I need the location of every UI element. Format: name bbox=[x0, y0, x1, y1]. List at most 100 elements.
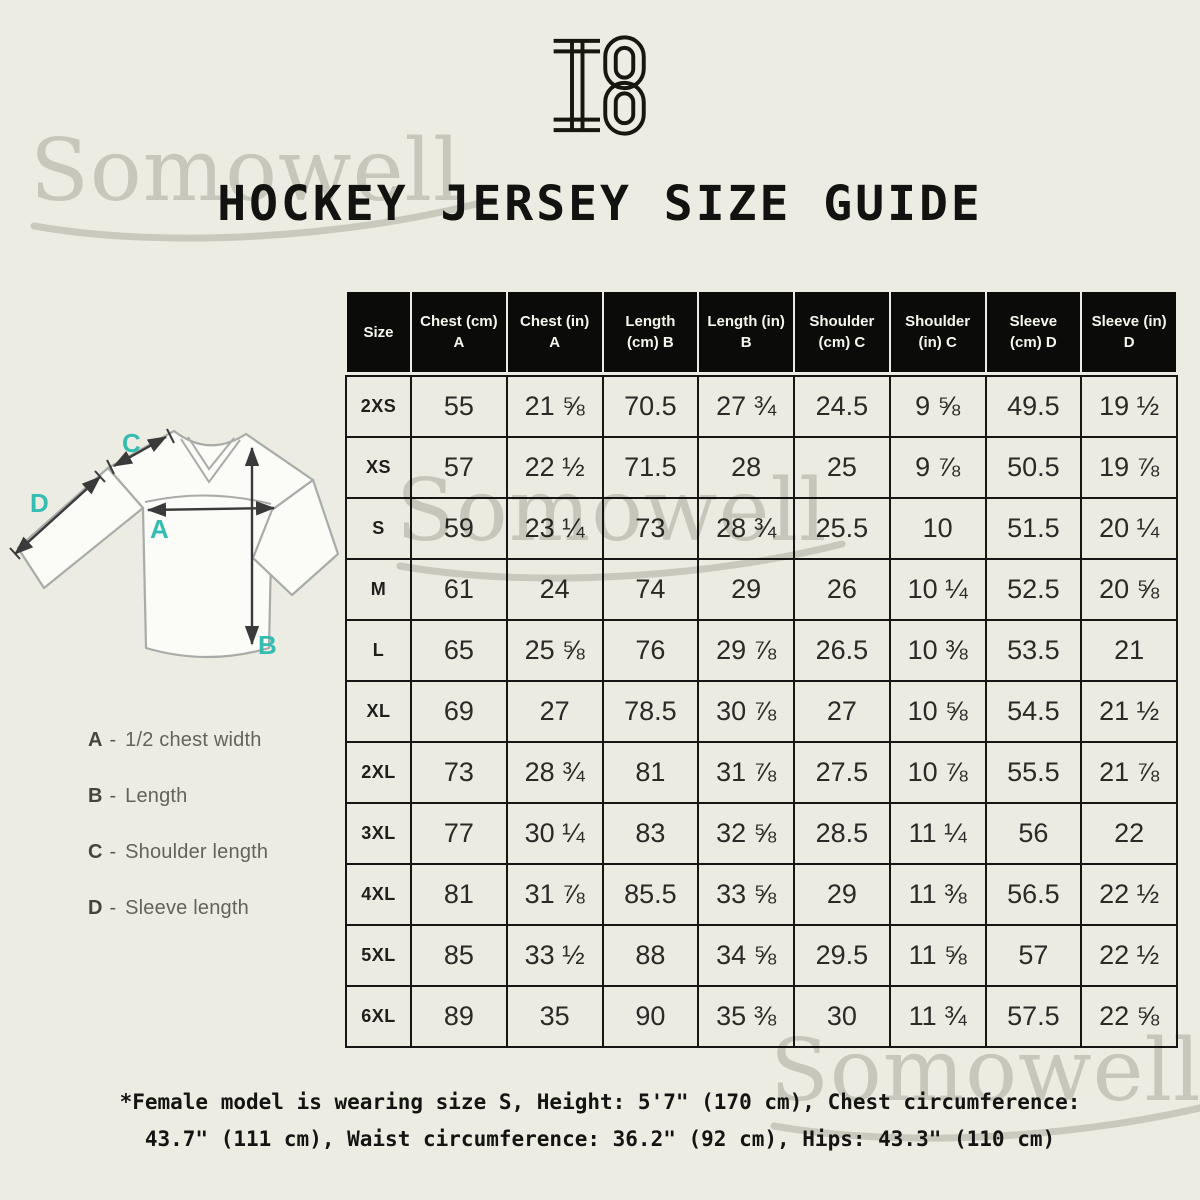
value-cell: 22 ½ bbox=[507, 438, 602, 497]
value-cell: 9 ⅝ bbox=[890, 377, 985, 436]
value-cell: 10 ⅝ bbox=[890, 682, 985, 741]
diagram-label-c: C bbox=[122, 428, 141, 458]
value-cell: 28 ¾ bbox=[699, 499, 793, 558]
size-table-header: Size Chest (cm) A Chest (in) A Length (cm) … bbox=[345, 292, 1178, 372]
value-cell: 73 bbox=[412, 743, 506, 802]
value-cell: 52.5 bbox=[986, 560, 1081, 619]
column-header: Size bbox=[347, 292, 410, 372]
column-header: Chest (in) A bbox=[507, 292, 602, 372]
value-cell: 56.5 bbox=[986, 865, 1081, 924]
column-header: Length (in) B bbox=[699, 292, 793, 372]
size-cell: 4XL bbox=[347, 865, 410, 924]
size-cell: 2XS bbox=[347, 377, 410, 436]
legend-item-b: B - Length bbox=[88, 768, 268, 824]
value-cell: 54.5 bbox=[986, 682, 1081, 741]
value-cell: 35 ⅜ bbox=[699, 987, 793, 1046]
value-cell: 27 ¾ bbox=[699, 377, 793, 436]
value-cell: 55.5 bbox=[986, 743, 1081, 802]
value-cell: 31 ⅞ bbox=[699, 743, 793, 802]
size-cell: 3XL bbox=[347, 804, 410, 863]
value-cell: 57 bbox=[412, 438, 506, 497]
value-cell: 11 ⅝ bbox=[890, 926, 985, 985]
diagram-label-a: A bbox=[150, 514, 169, 544]
value-cell: 56 bbox=[986, 804, 1081, 863]
value-cell: 24 bbox=[507, 560, 602, 619]
page-title: HOCKEY JERSEY SIZE GUIDE bbox=[217, 176, 983, 232]
value-cell: 29 bbox=[699, 560, 793, 619]
legend-separator: - bbox=[109, 784, 117, 807]
value-cell: 21 ½ bbox=[1082, 682, 1176, 741]
value-cell: 57 bbox=[986, 926, 1081, 985]
size-cell: 2XL bbox=[347, 743, 410, 802]
value-cell: 34 ⅝ bbox=[699, 926, 793, 985]
value-cell: 32 ⅝ bbox=[699, 804, 793, 863]
value-cell: 22 ⅝ bbox=[1082, 987, 1176, 1046]
value-cell: 90 bbox=[603, 987, 698, 1046]
size-table-body: 2XS 55 21 ⅝ 70.5 27 ¾ 24.5 9 ⅝ 49.5 19 ½ XS 57 22 ½… bbox=[345, 375, 1178, 1048]
value-cell: 11 ¼ bbox=[890, 804, 985, 863]
column-header: Shoulder (cm) C bbox=[795, 292, 889, 372]
value-cell: 21 bbox=[1082, 621, 1176, 680]
value-cell: 29.5 bbox=[795, 926, 889, 985]
value-cell: 33 ½ bbox=[507, 926, 602, 985]
value-cell: 24.5 bbox=[795, 377, 889, 436]
value-cell: 30 ⅞ bbox=[699, 682, 793, 741]
value-cell: 31 ⅞ bbox=[507, 865, 602, 924]
value-cell: 70.5 bbox=[603, 377, 698, 436]
value-cell: 20 ¼ bbox=[1082, 499, 1176, 558]
value-cell: 21 ⅝ bbox=[507, 377, 602, 436]
size-cell: XS bbox=[347, 438, 410, 497]
size-table: Size Chest (cm) A Chest (in) A Length (cm) … bbox=[345, 292, 1178, 1048]
value-cell: 26 bbox=[795, 560, 889, 619]
value-cell: 89 bbox=[412, 987, 506, 1046]
value-cell: 25 ⅝ bbox=[507, 621, 602, 680]
value-cell: 30 bbox=[795, 987, 889, 1046]
value-cell: 57.5 bbox=[986, 987, 1081, 1046]
value-cell: 27.5 bbox=[795, 743, 889, 802]
value-cell: 27 bbox=[795, 682, 889, 741]
value-cell: 55 bbox=[412, 377, 506, 436]
legend-separator: - bbox=[109, 896, 117, 919]
value-cell: 85.5 bbox=[603, 865, 698, 924]
legend-label: Shoulder length bbox=[125, 840, 269, 863]
legend-item-d: D - Sleeve length bbox=[88, 880, 268, 936]
legend-separator: - bbox=[109, 840, 117, 863]
jersey-measurement-diagram: C D A B bbox=[0, 408, 340, 710]
legend-label: 1/2 chest width bbox=[125, 728, 262, 751]
value-cell: 22 ½ bbox=[1082, 926, 1176, 985]
value-cell: 30 ¼ bbox=[507, 804, 602, 863]
value-cell: 22 ½ bbox=[1082, 865, 1176, 924]
i8-logo-icon bbox=[553, 35, 646, 136]
value-cell: 77 bbox=[412, 804, 506, 863]
value-cell: 10 bbox=[890, 499, 985, 558]
value-cell: 23 ¼ bbox=[507, 499, 602, 558]
value-cell: 65 bbox=[412, 621, 506, 680]
column-header: Sleeve (in) D bbox=[1082, 292, 1176, 372]
value-cell: 78.5 bbox=[603, 682, 698, 741]
value-cell: 59 bbox=[412, 499, 506, 558]
value-cell: 27 bbox=[507, 682, 602, 741]
legend-key: B bbox=[88, 784, 103, 807]
value-cell: 20 ⅝ bbox=[1082, 560, 1176, 619]
value-cell: 25 bbox=[795, 438, 889, 497]
value-cell: 69 bbox=[412, 682, 506, 741]
column-header: Shoulder (in) C bbox=[890, 292, 985, 372]
value-cell: 35 bbox=[507, 987, 602, 1046]
size-cell: S bbox=[347, 499, 410, 558]
value-cell: 53.5 bbox=[986, 621, 1081, 680]
legend-label: Length bbox=[125, 784, 188, 807]
value-cell: 81 bbox=[603, 743, 698, 802]
value-cell: 81 bbox=[412, 865, 506, 924]
value-cell: 22 bbox=[1082, 804, 1176, 863]
value-cell: 33 ⅝ bbox=[699, 865, 793, 924]
value-cell: 21 ⅞ bbox=[1082, 743, 1176, 802]
value-cell: 50.5 bbox=[986, 438, 1081, 497]
value-cell: 71.5 bbox=[603, 438, 698, 497]
value-cell: 11 ⅜ bbox=[890, 865, 985, 924]
value-cell: 19 ½ bbox=[1082, 377, 1176, 436]
legend-key: C bbox=[88, 840, 103, 863]
value-cell: 28.5 bbox=[795, 804, 889, 863]
value-cell: 25.5 bbox=[795, 499, 889, 558]
value-cell: 19 ⅞ bbox=[1082, 438, 1176, 497]
